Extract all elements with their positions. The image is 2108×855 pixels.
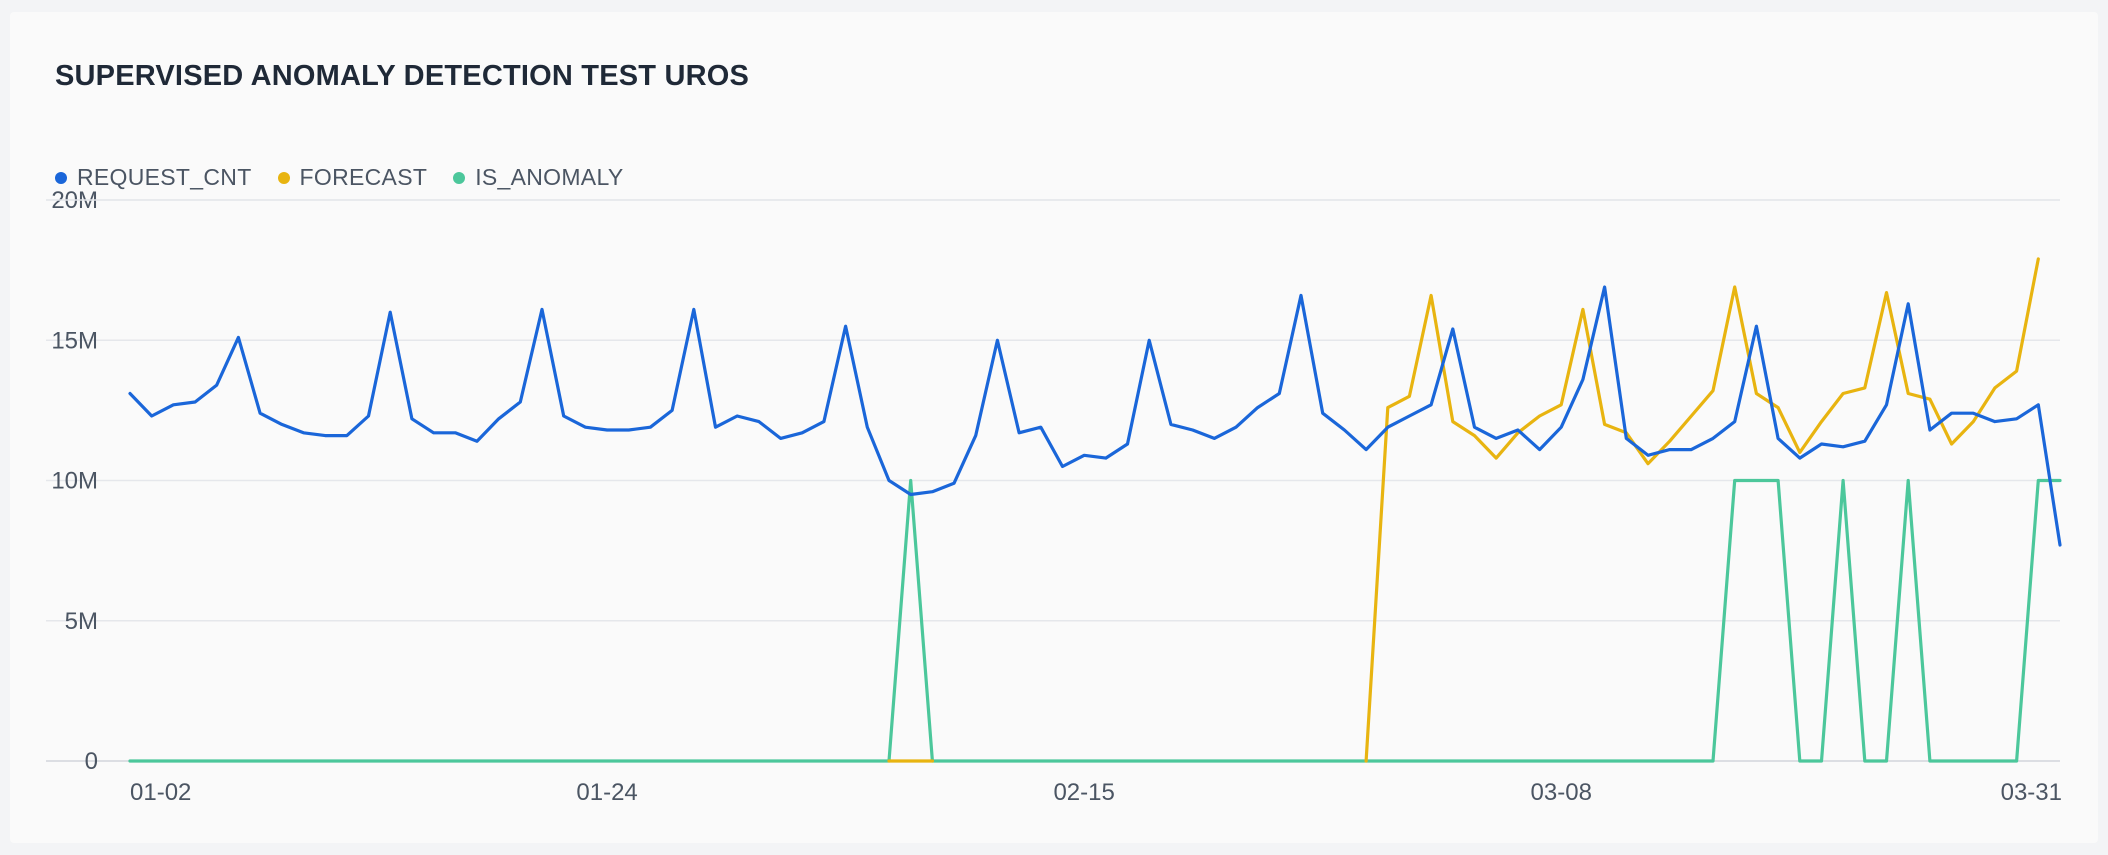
x-tick-label: 01-24 (576, 779, 637, 806)
series-line-request-cnt (128, 285, 2062, 547)
legend-dot-icon (55, 171, 67, 184)
x-tick-label: 03-08 (1531, 779, 1592, 806)
legend-item-request-cnt[interactable]: REQUEST_CNT (55, 164, 252, 191)
chart-legend: REQUEST_CNT FORECAST IS_ANOMALY (55, 164, 649, 191)
y-tick-label: 10M (51, 468, 98, 495)
y-tick-label: 5M (65, 608, 98, 635)
series-line-forecast (887, 257, 2040, 763)
legend-item-forecast[interactable]: FORECAST (277, 164, 428, 191)
legend-label: FORECAST (299, 164, 428, 190)
legend-dot-icon (277, 171, 290, 184)
x-tick-label: 03-31 (2001, 779, 2062, 806)
x-tick-label: 01-02 (130, 779, 191, 806)
legend-label: IS_ANOMALY (475, 164, 624, 190)
series-line-is-anomaly (128, 478, 2062, 763)
y-tick-label: 0 (85, 748, 98, 775)
legend-item-is-anomaly[interactable]: IS_ANOMALY (453, 164, 623, 191)
legend-label: REQUEST_CNT (77, 164, 252, 190)
chart-title: SUPERVISED ANOMALY DETECTION TEST UROS (55, 60, 750, 92)
x-tick-label: 02-15 (1053, 779, 1114, 806)
legend-dot-icon (453, 171, 466, 184)
y-tick-label: 15M (51, 327, 98, 354)
